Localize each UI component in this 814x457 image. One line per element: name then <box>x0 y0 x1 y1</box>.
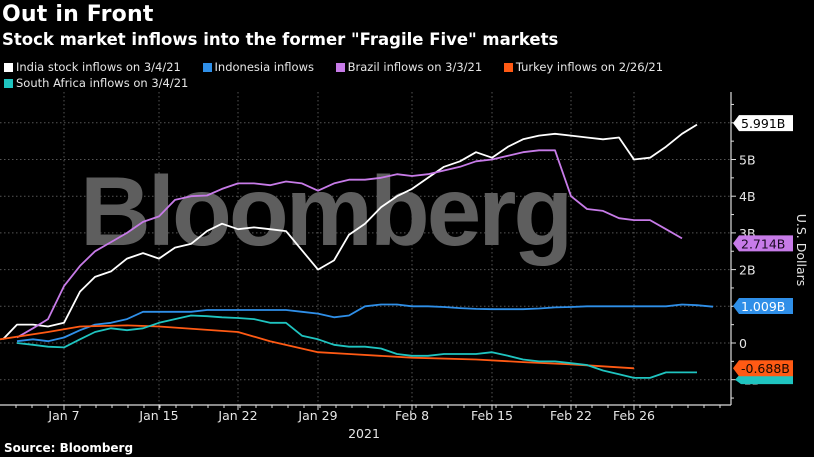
legend-item-turkey: Turkey inflows on 2/26/21 <box>503 60 664 75</box>
x-tick-label: Jan 22 <box>217 408 257 423</box>
legend-swatch-icon <box>503 63 513 72</box>
y-tick-label: 5B <box>739 153 756 168</box>
legend-item-indonesia: Indonesia inflows <box>202 60 314 75</box>
callout-brazil: 2.714B <box>733 235 793 252</box>
chart-subtitle: Stock market inflows into the former "Fr… <box>2 30 559 49</box>
svg-text:2.714B: 2.714B <box>741 236 785 251</box>
x-tick-label: Jan 29 <box>297 408 337 423</box>
legend-item-brazil: Brazil inflows on 3/3/21 <box>335 60 483 75</box>
legend-swatch-icon <box>4 79 13 88</box>
x-tick-label: Feb 15 <box>471 408 513 423</box>
series-line-1 <box>16 303 714 343</box>
legend-label: South Africa inflows on 3/4/21 <box>16 76 189 90</box>
y-tick-label: 2B <box>739 263 756 278</box>
legend-label: India stock inflows on 3/4/21 <box>16 60 181 74</box>
callout-indonesia: 1.009B <box>733 297 793 314</box>
y-tick-label: 0 <box>739 336 747 351</box>
callout-turkey: -0.688B <box>733 360 793 377</box>
x-tick-label: Jan 15 <box>138 408 178 423</box>
bloomberg-watermark: Bloomberg <box>80 156 570 266</box>
legend-swatch-icon <box>4 63 13 72</box>
legend-label: Indonesia inflows <box>214 60 314 74</box>
legend-item-south-africa: South Africa inflows on 3/4/21 <box>4 76 188 91</box>
x-tick-label: Jan 7 <box>47 408 79 423</box>
y-axis-title: U.S. Dollars <box>794 214 809 287</box>
callout-india: 5.991B <box>733 115 793 132</box>
y-tick-label: 4B <box>739 189 756 204</box>
x-tick-label: Feb 8 <box>395 408 429 423</box>
legend-item-india: India stock inflows on 3/4/21 <box>4 60 181 75</box>
x-tick-label: Feb 22 <box>550 408 592 423</box>
svg-text:-0.688B: -0.688B <box>741 361 790 376</box>
series-line-0 <box>2 123 698 340</box>
series-line-4 <box>16 314 697 379</box>
legend-label: Turkey inflows on 2/26/21 <box>515 60 664 74</box>
svg-text:5.991B: 5.991B <box>741 116 785 131</box>
svg-text:1.009B: 1.009B <box>741 299 785 314</box>
source-note: Source: Bloomberg <box>4 441 134 455</box>
series-line-2 <box>16 149 683 339</box>
value-callouts: 5.991B 2.714B 1.009B -0.688B <box>733 115 793 385</box>
legend-label: Brazil inflows on 3/3/21 <box>347 60 483 74</box>
x-axis-year: 2021 <box>348 426 380 441</box>
legend-swatch-icon <box>202 63 212 72</box>
x-tick-label: Feb 26 <box>613 408 655 423</box>
series-line-3 <box>0 324 635 370</box>
chart-title: Out in Front <box>2 2 154 27</box>
legend: India stock inflows on 3/4/21 Indonesia … <box>4 60 804 92</box>
series-lines <box>0 123 714 379</box>
legend-swatch-icon <box>335 63 345 72</box>
